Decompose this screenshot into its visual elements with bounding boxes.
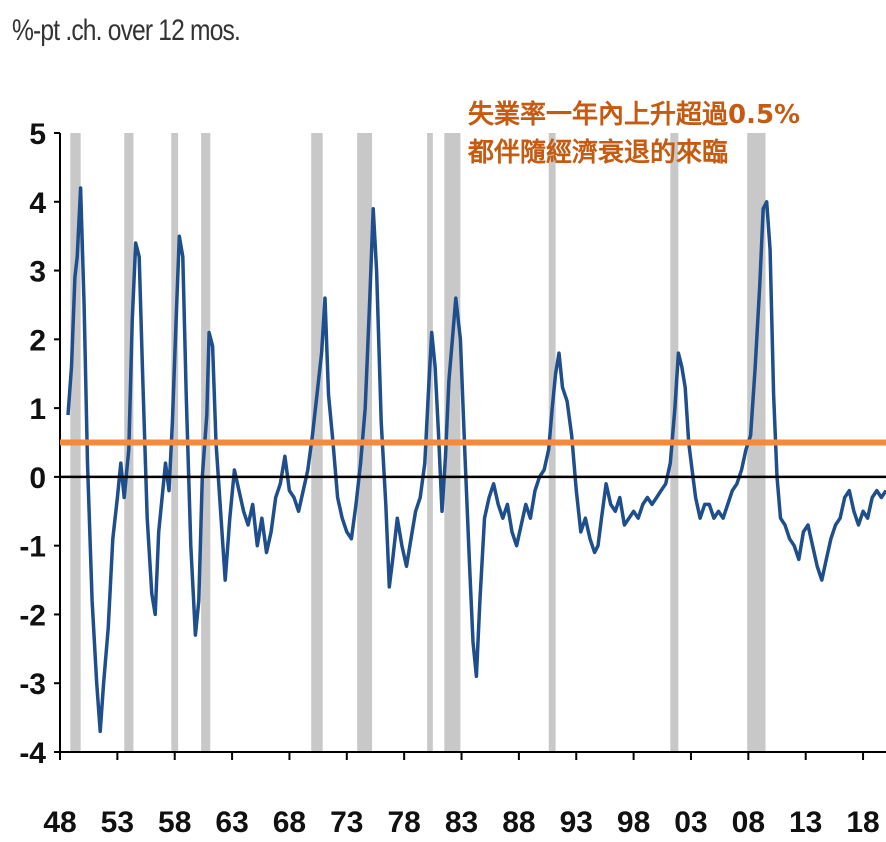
y-tick-label: 0 — [29, 462, 46, 495]
x-tick-label: 13 — [789, 806, 822, 839]
y-tick-label: -2 — [19, 599, 46, 632]
y-tick-label: 4 — [29, 187, 46, 220]
y-tick-label: 3 — [29, 256, 46, 289]
x-tick-label: 88 — [502, 806, 535, 839]
annotation-line-1: 失業率一年內上升超過0.5% — [468, 100, 801, 130]
x-tick-label: 58 — [158, 806, 191, 839]
chart-annotation: 失業率一年內上升超過0.5% 都伴隨經濟衰退的來臨 — [468, 96, 800, 172]
y-unit-label: %-pt .ch. over 12 mos. — [12, 14, 241, 47]
annotation-line-2: 都伴隨經濟衰退的來臨 — [468, 138, 729, 168]
y-tick-label: 2 — [29, 324, 46, 357]
x-tick-label: 68 — [273, 806, 306, 839]
x-tick-label: 63 — [215, 806, 248, 839]
x-tick-label: 78 — [387, 806, 420, 839]
x-tick-label: 18 — [846, 806, 879, 839]
y-tick-label: -3 — [19, 668, 46, 701]
y-tick-label: 1 — [29, 393, 46, 426]
x-tick-label: 93 — [560, 806, 593, 839]
y-tick-label: -1 — [19, 531, 46, 564]
x-tick-label: 08 — [732, 806, 765, 839]
series-line-0 — [66, 186, 886, 734]
axes — [54, 132, 886, 760]
series-layer — [60, 186, 886, 734]
x-tick-label: 73 — [330, 806, 363, 839]
x-tick-labels: 48 53 58 63 68 73 78 83 88 93 98 03 08 13 18 — [43, 806, 879, 839]
x-tick-label: 98 — [617, 806, 650, 839]
x-tick-label: 53 — [101, 806, 134, 839]
y-tick-labels: 5 4 3 2 1 0 -1 -2 -3 -4 — [19, 118, 46, 770]
x-tick-label: 03 — [674, 806, 707, 839]
x-tick-label: 48 — [43, 806, 76, 839]
y-tick-label: -4 — [19, 737, 46, 770]
x-tick-label: 83 — [445, 806, 478, 839]
y-tick-label: 5 — [29, 118, 46, 151]
